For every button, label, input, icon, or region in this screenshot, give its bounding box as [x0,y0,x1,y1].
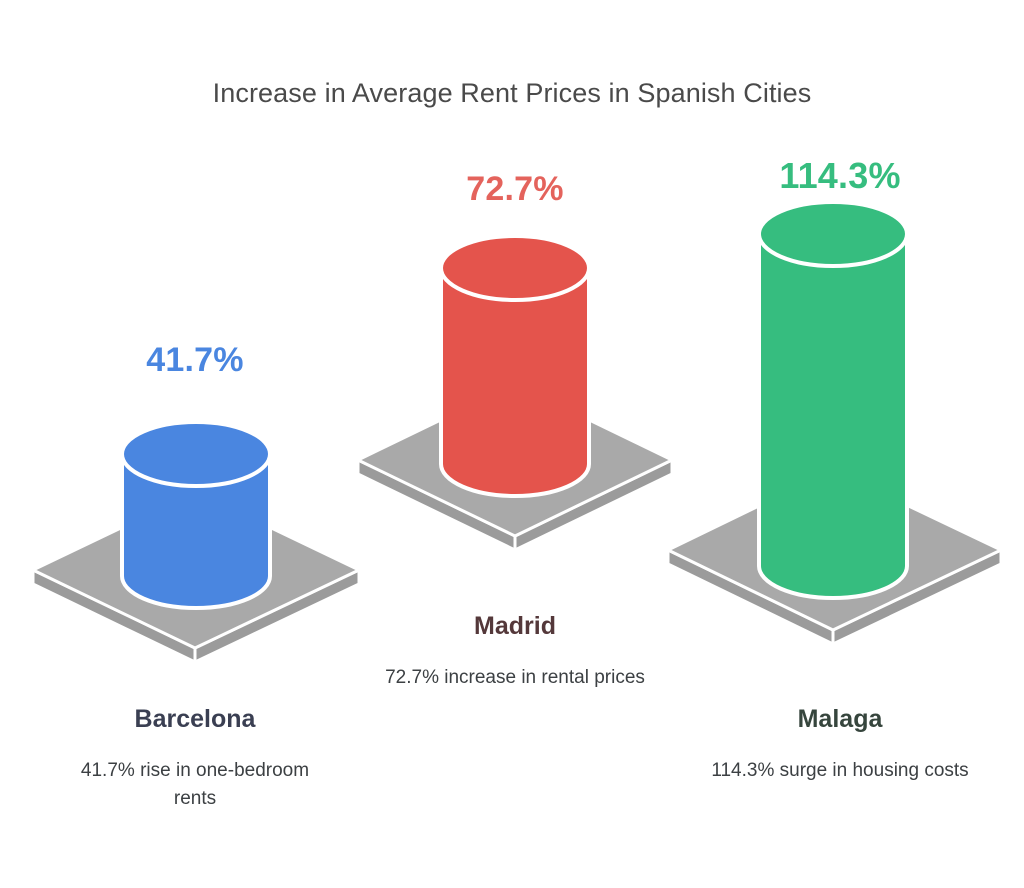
value-label-malaga: 114.3% [779,155,901,196]
value-label-madrid: 72.7% [466,170,564,208]
city-group-malaga: 114.3% Malaga 114.3% surge in housing co… [650,0,1024,888]
city-name-barcelona: Barcelona [134,705,256,733]
cylinder-barcelona [120,420,272,610]
city-group-madrid: 72.7% Madrid 72.7% increase in rental pr… [340,0,690,888]
cylinder-malaga [757,200,909,600]
city-description-malaga: 114.3% surge in housing costs [711,760,969,781]
page-title: Increase in Average Rent Prices in Spani… [212,78,812,108]
city-description-madrid: 72.7% increase in rental prices [385,667,645,688]
value-label-barcelona: 41.7% [146,341,244,379]
bar-scene-barcelona [31,420,361,664]
cylinder-madrid [439,234,591,498]
city-description-barcelona: 41.7% rise in one-bedroom rents [80,760,310,809]
bar-scene-madrid [356,234,674,552]
city-group-barcelona: 41.7% Barcelona 41.7% rise in one-bedroo… [0,0,390,888]
city-name-madrid: Madrid [474,612,556,640]
bar-scene-malaga [666,200,1003,646]
city-name-malaga: Malaga [797,705,883,733]
